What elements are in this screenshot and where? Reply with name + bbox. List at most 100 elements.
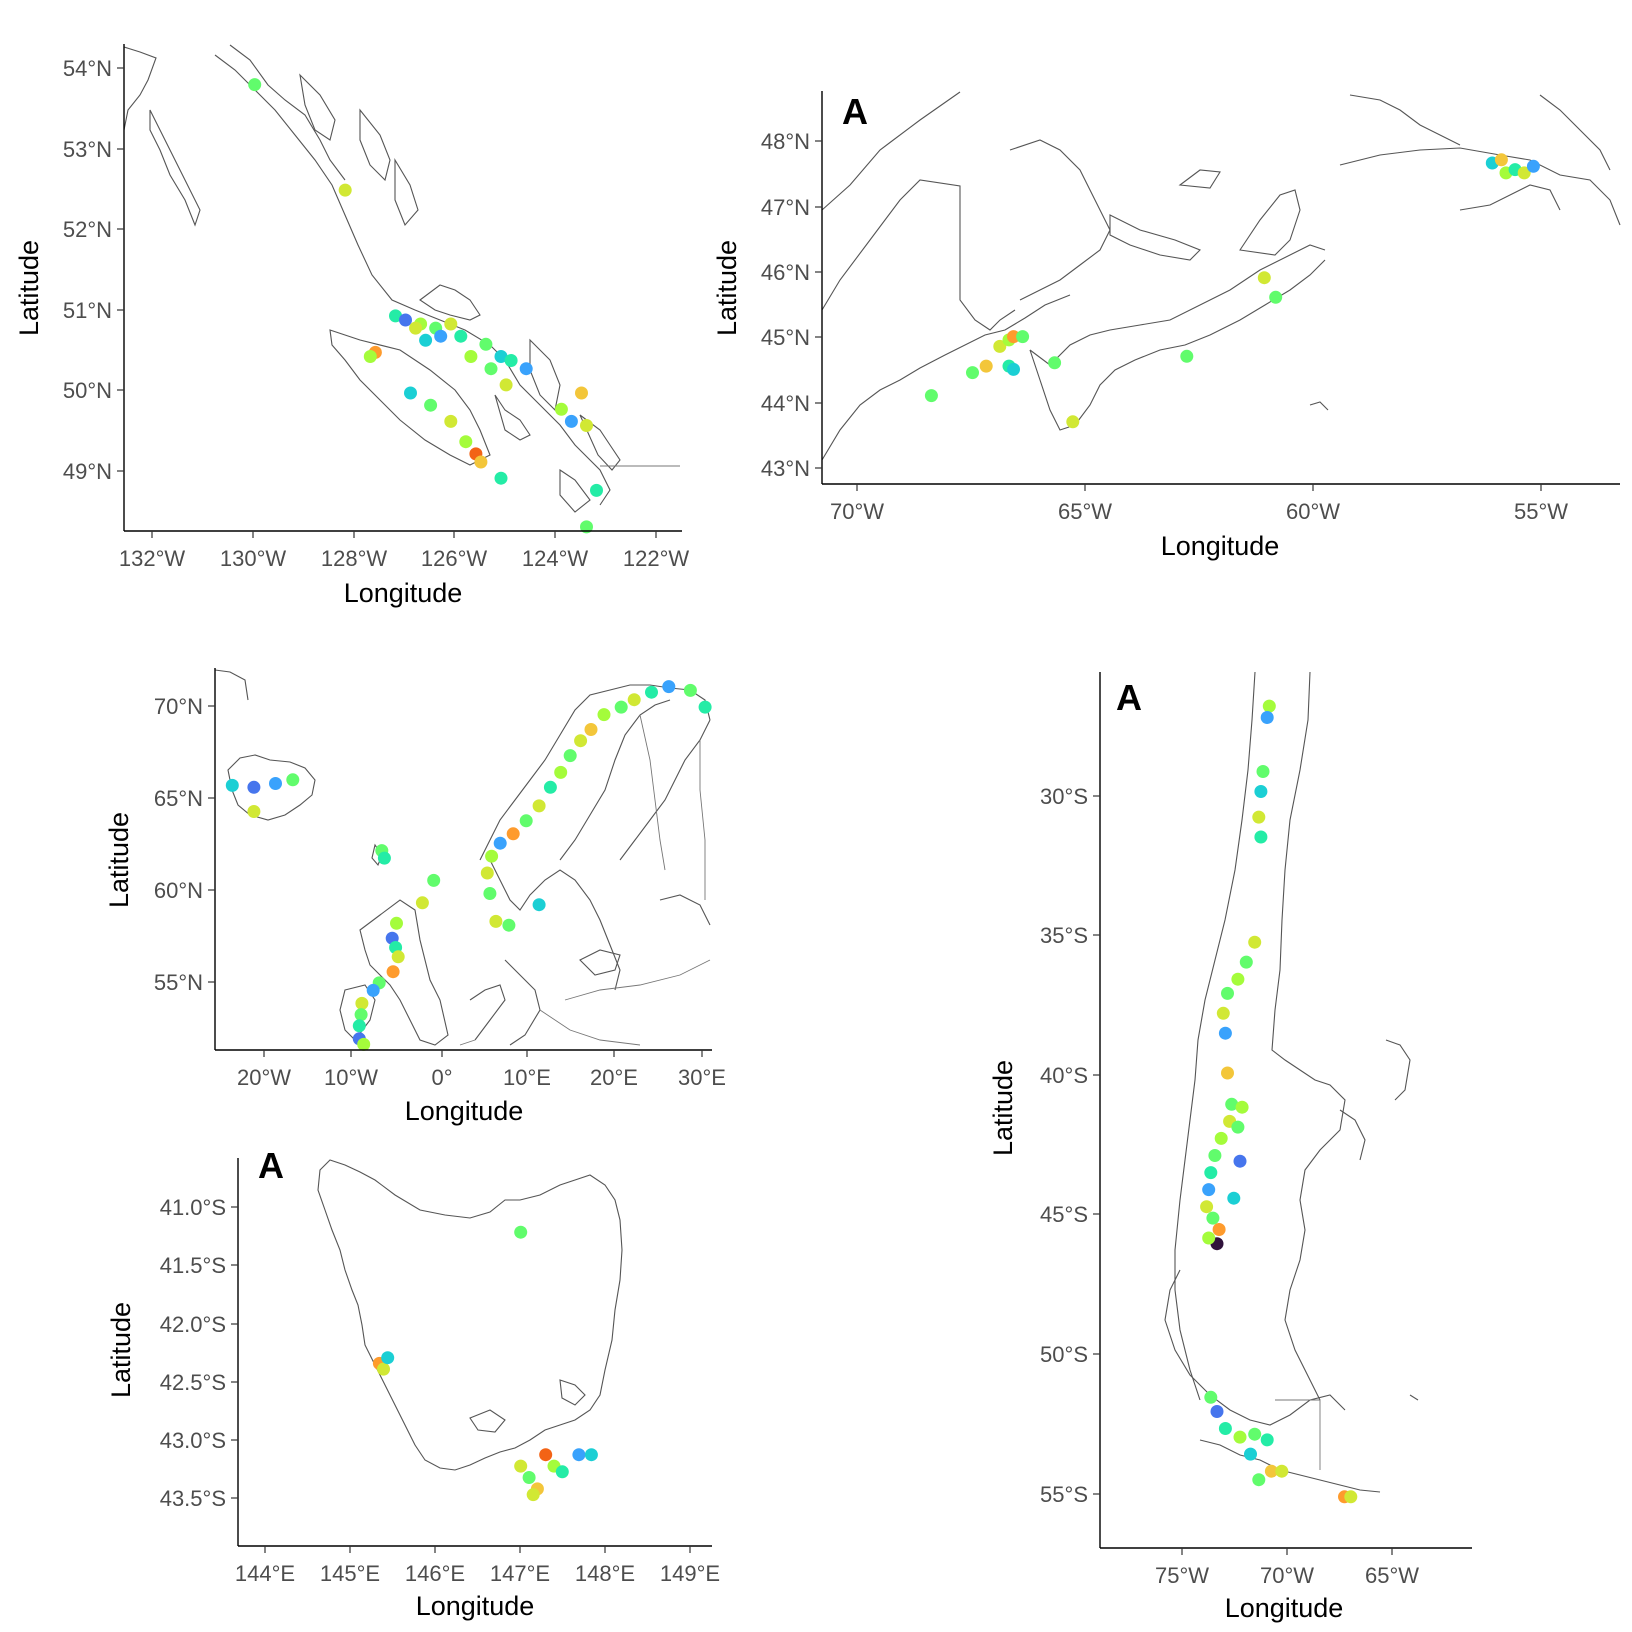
y-tick-label: 44°N: [761, 391, 810, 416]
observation-point: [1202, 1183, 1216, 1197]
observation-point: [459, 435, 473, 449]
observation-point: [386, 965, 400, 979]
observation-point: [1260, 1433, 1274, 1447]
map-panel-tasmania: 144°E 145°E 146°E 147°E 148°E 149°E 41.0…: [106, 1145, 720, 1621]
observation-point: [514, 1459, 528, 1473]
observation-point: [1200, 1200, 1214, 1214]
observation-point: [574, 734, 588, 748]
observation-point: [247, 805, 261, 818]
observation-point: [1227, 1191, 1241, 1205]
observation-point: [225, 778, 239, 792]
observation-point: [554, 402, 568, 416]
x-tick-label: 147°E: [490, 1561, 550, 1586]
panel-tag: A: [258, 1145, 284, 1186]
y-tick-label: 42.5°S: [160, 1370, 226, 1395]
observation-point: [1252, 1473, 1266, 1487]
tick-labels: 20°W 10°W 0° 10°E 20°E 30°E 70°N 65°N 60…: [154, 694, 726, 1090]
observation-point: [1016, 330, 1030, 344]
observation-point: [338, 183, 352, 197]
observation-point: [1206, 1211, 1220, 1225]
x-tick-label: 122°W: [623, 546, 690, 571]
y-tick-label: 52°N: [63, 217, 112, 242]
observation-point: [555, 1465, 569, 1479]
observation-point: [597, 708, 611, 722]
y-tick-label: 48°N: [761, 129, 810, 154]
y-tick-label: 42.0°S: [160, 1312, 226, 1337]
observation-point: [1239, 955, 1253, 969]
observation-point: [1260, 711, 1274, 724]
x-tick-label: 30°E: [678, 1065, 726, 1090]
observation-point: [427, 873, 441, 887]
observation-point: [404, 386, 417, 400]
y-tick-label: 47°N: [761, 195, 810, 220]
observation-point: [355, 996, 369, 1010]
observation-point: [1494, 153, 1508, 167]
x-tick-label: 65°W: [1058, 499, 1112, 524]
observation-point: [1526, 159, 1540, 173]
observation-point: [1048, 356, 1062, 370]
observation-point: [1221, 1066, 1234, 1080]
x-tick-label: 70°W: [1260, 1563, 1314, 1588]
y-tick-label: 51°N: [63, 298, 112, 323]
y-axis-title: Latitude: [14, 240, 44, 336]
observation-point: [506, 827, 520, 841]
observation-point: [522, 1471, 536, 1484]
x-tick-label: 144°E: [235, 1561, 295, 1586]
map-panel-northern-europe: 20°W 10°W 0° 10°E 20°E 30°E 70°N 65°N 60…: [104, 668, 726, 1126]
x-tick-label: 55°W: [1514, 499, 1568, 524]
y-tick-label: 49°N: [63, 459, 112, 484]
observation-point: [1216, 1006, 1230, 1020]
x-tick-label: 65°W: [1365, 1563, 1419, 1588]
observation-point: [539, 1448, 553, 1462]
observation-point: [526, 1488, 540, 1502]
observation-point: [645, 685, 658, 699]
observation-point: [484, 362, 498, 376]
observation-point: [1214, 1131, 1228, 1145]
observation-point: [1204, 1166, 1218, 1180]
x-tick-label: 20°E: [590, 1065, 638, 1090]
observation-point: [494, 350, 508, 363]
y-tick-label: 41.5°S: [160, 1253, 226, 1278]
x-tick-label: 148°E: [575, 1561, 635, 1586]
observation-point: [1344, 1490, 1358, 1504]
observation-point: [247, 780, 261, 794]
y-tick-label: 53°N: [63, 137, 112, 162]
observation-points: [248, 78, 603, 534]
y-tick-label: 35°S: [1040, 923, 1088, 948]
x-tick-label: 145°E: [320, 1561, 380, 1586]
observation-point: [480, 866, 494, 880]
observation-point: [1269, 290, 1283, 304]
observation-point: [698, 700, 712, 714]
tick-labels: 132°W 130°W 128°W 126°W 124°W 122°W 54°N…: [63, 56, 690, 571]
y-tick-label: 45°S: [1040, 1202, 1088, 1227]
y-tick-label: 50°S: [1040, 1342, 1088, 1367]
observation-point: [1248, 935, 1262, 949]
observation-point: [1252, 810, 1266, 824]
observation-point: [966, 366, 979, 380]
observation-point: [1208, 1149, 1222, 1162]
observation-point: [248, 78, 262, 92]
observation-point: [554, 765, 568, 779]
observation-point: [1210, 1405, 1224, 1418]
observation-point: [1231, 1120, 1245, 1134]
observation-point: [354, 1008, 368, 1022]
x-tick-label: 20°W: [237, 1065, 291, 1090]
observation-point: [584, 723, 598, 736]
observation-point: [1256, 765, 1270, 778]
observation-point: [444, 414, 458, 428]
observation-point: [483, 887, 497, 900]
observation-point: [1066, 415, 1080, 429]
observation-points: [924, 153, 1540, 429]
observation-point: [1218, 1026, 1232, 1040]
observation-point: [399, 313, 412, 327]
observation-point: [415, 896, 429, 910]
observation-point: [979, 359, 993, 373]
observation-points: [1200, 699, 1358, 1504]
observation-point: [580, 419, 593, 432]
y-tick-label: 43°N: [761, 456, 810, 481]
observation-point: [1254, 785, 1268, 798]
tick-labels: 75°W 70°W 65°W 30°S 35°S 40°S 45°S 50°S …: [1040, 784, 1419, 1588]
coastline: [1164, 671, 1419, 1493]
observation-point: [434, 329, 448, 343]
observation-point: [390, 916, 403, 930]
